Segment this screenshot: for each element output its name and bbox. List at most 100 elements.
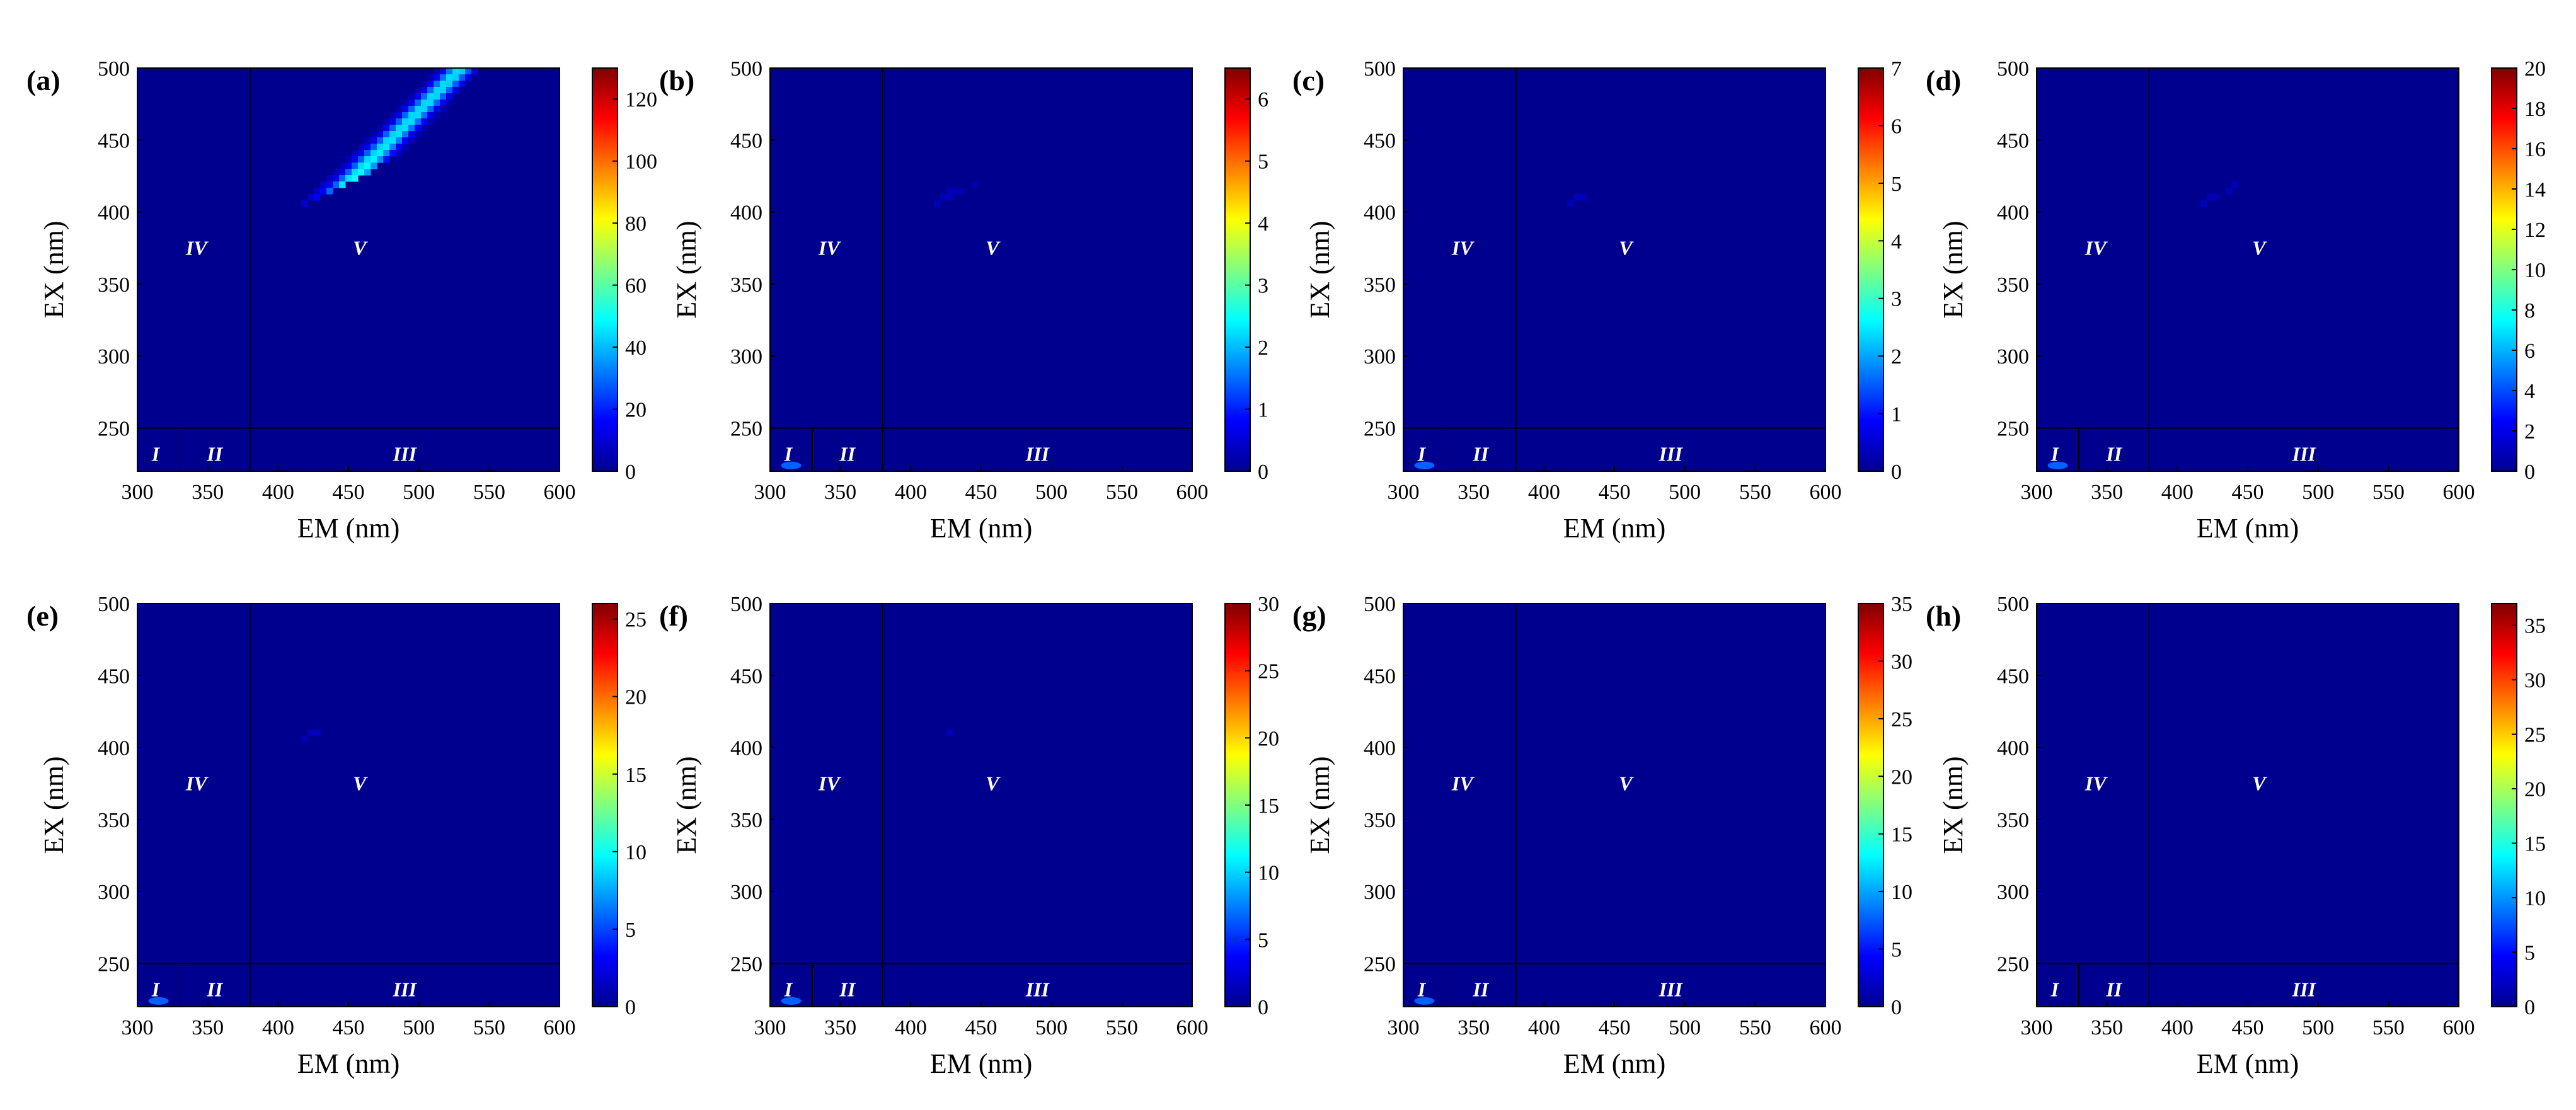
- heatmap-cell: [333, 175, 340, 182]
- y-tick-label: 500: [730, 57, 762, 81]
- colorbar-tick-label: 1: [1258, 399, 1268, 422]
- region-i-spot: [148, 997, 169, 1005]
- y-tick-label: 300: [98, 881, 130, 904]
- x-tick-label: 450: [2232, 1016, 2264, 1039]
- y-axis-label: EX (nm): [1304, 220, 1335, 318]
- x-tick-label: 550: [1739, 1016, 1771, 1039]
- colorbar-tick-label: 20: [2524, 57, 2546, 81]
- heatmap-cell: [396, 112, 403, 119]
- y-tick-label: 450: [1997, 129, 2029, 152]
- heatmap-cell: [1573, 194, 1580, 201]
- colorbar-tick-label: 3: [1258, 275, 1268, 298]
- region-i-spot: [1414, 997, 1435, 1005]
- x-tick-label: 450: [1599, 481, 1631, 504]
- heatmap-cell: [358, 156, 365, 163]
- region-label-iii: III: [1659, 443, 1684, 466]
- x-tick-label: 350: [192, 1016, 224, 1039]
- colorbar-tick-label: 30: [1891, 650, 1912, 673]
- x-axis-label: EM (nm): [1563, 1048, 1666, 1079]
- y-tick-label: 500: [1364, 593, 1396, 616]
- heatmap-cell: [434, 81, 440, 88]
- region-label-iii: III: [393, 978, 418, 1001]
- x-tick-label: 500: [2302, 481, 2334, 504]
- heatmap-cell: [402, 118, 409, 125]
- heatmap-cell: [959, 188, 966, 195]
- region-label-v: V: [986, 237, 1001, 260]
- colorbar-tick-label: 10: [1258, 862, 1279, 885]
- heatmap-cell: [301, 736, 308, 743]
- colorbar-tick-label: 10: [625, 841, 647, 864]
- y-tick-label: 500: [730, 593, 762, 616]
- heatmap-cell: [402, 131, 409, 138]
- heatmap-cell: [446, 68, 453, 75]
- region-label-iv: IV: [818, 772, 841, 795]
- colorbar-tick-label: 0: [1258, 996, 1268, 1019]
- region-label-ii: II: [839, 978, 856, 1001]
- heatmap-cell: [371, 137, 377, 144]
- region-label-i: I: [1417, 443, 1427, 466]
- x-tick-label: 400: [895, 1016, 927, 1039]
- heatmap-cell: [459, 81, 466, 88]
- region-label-i: I: [151, 443, 161, 466]
- heatmap-cell: [1580, 194, 1587, 201]
- y-tick-label: 300: [1997, 345, 2029, 369]
- heatmap-cell: [377, 150, 384, 157]
- heatmap-cell: [389, 118, 396, 125]
- x-tick-label: 500: [1669, 481, 1701, 504]
- heatmap-cell: [415, 112, 422, 119]
- y-tick-label: 300: [730, 345, 762, 369]
- heatmap-cell: [415, 118, 422, 125]
- heatmap-cell: [421, 112, 428, 119]
- x-tick-label: 600: [1810, 1016, 1842, 1039]
- y-tick-label: 250: [730, 953, 762, 976]
- colorbar-tick-label: 6: [1258, 88, 1268, 112]
- heatmap-cell: [408, 118, 415, 125]
- x-tick-label: 550: [2372, 481, 2405, 504]
- colorbar-tick-label: 5: [1258, 929, 1268, 952]
- heatmap-cell: [377, 137, 384, 144]
- colorbar-tick-label: 2: [1258, 336, 1268, 360]
- heatmap-cell: [408, 125, 415, 132]
- heatmap-cell: [946, 194, 953, 201]
- colorbar-tick-label: 100: [625, 151, 657, 174]
- heatmap-cell: [364, 150, 371, 157]
- heatmap-cell: [371, 131, 377, 138]
- heatmap-cell: [452, 87, 459, 94]
- x-tick-label: 300: [1388, 481, 1420, 504]
- y-tick-label: 500: [1997, 593, 2029, 616]
- x-tick-label: 400: [1528, 481, 1560, 504]
- heatmap-cell: [940, 194, 947, 201]
- heatmap-cell: [946, 188, 953, 195]
- heatmap-cell: [415, 125, 422, 132]
- x-tick-label: 350: [192, 481, 224, 504]
- heatmap-cell: [389, 150, 396, 157]
- colorbar-tick-label: 40: [625, 336, 647, 360]
- heatmap-cell: [421, 87, 428, 94]
- heatmap-cell: [446, 100, 453, 106]
- x-tick-label: 550: [1106, 481, 1138, 504]
- y-tick-label: 300: [1997, 881, 2029, 904]
- region-i-spot: [781, 461, 802, 469]
- heatmap-cell: [2226, 188, 2233, 195]
- colorbar-tick-label: 20: [1891, 765, 1912, 789]
- x-tick-label: 600: [1176, 481, 1209, 504]
- x-tick-label: 300: [1388, 1016, 1420, 1039]
- y-tick-label: 350: [730, 809, 762, 832]
- heatmap-cell: [371, 156, 377, 163]
- y-tick-label: 450: [98, 665, 130, 688]
- colorbar-tick-label: 4: [1891, 230, 1902, 253]
- heatmap-cell: [364, 144, 371, 151]
- region-label-i: I: [2050, 978, 2060, 1001]
- heatmap-cell: [402, 106, 409, 113]
- heatmap-cell: [452, 81, 459, 88]
- heatmap-cell: [339, 169, 346, 176]
- region-i-spot: [2047, 461, 2068, 469]
- y-axis-label: EX (nm): [1304, 756, 1335, 854]
- y-tick-label: 350: [1364, 809, 1396, 832]
- region-label-v: V: [1619, 237, 1634, 260]
- region-label-ii: II: [206, 443, 223, 466]
- heatmap-cell: [389, 144, 396, 151]
- heatmap-cell: [408, 131, 415, 138]
- heatmap-cell: [345, 175, 352, 182]
